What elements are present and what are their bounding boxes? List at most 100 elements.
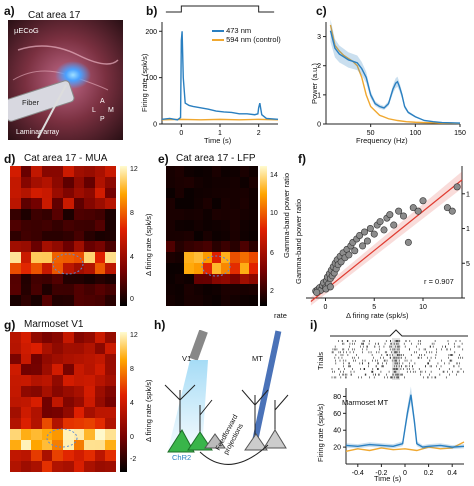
heat-e-cell (202, 273, 212, 285)
heat-e-cell (248, 209, 258, 220)
heat-d-cell (31, 284, 42, 296)
chart-f-xlabel: Δ firing rate (spk/s) (346, 311, 409, 320)
heat-e-cell (230, 252, 240, 263)
chart-i-ylabel: Firing rate (spk/s) (316, 403, 325, 462)
heat-g-cell (105, 364, 116, 376)
heat-e-cell (248, 284, 258, 296)
heat-d-cell (63, 176, 74, 188)
heat-e-cell (221, 252, 231, 263)
heat-e-cell (239, 284, 249, 296)
heat-e-cell (202, 252, 212, 263)
heat-e-cell (193, 262, 203, 274)
heat-e-cell (202, 219, 212, 231)
heat-g-cell (84, 375, 95, 386)
heat-g-cell (10, 418, 21, 429)
heat-e-cell (248, 295, 258, 306)
heat-d-cell (31, 230, 42, 242)
colorbar-g-ticks: 12 8 4 0 -2 (130, 332, 138, 463)
heat-g-cell (73, 375, 85, 386)
heat-d-cell (10, 273, 21, 285)
heat-e-cell (193, 241, 203, 253)
heatmap-d (10, 166, 116, 306)
heat-g-cell (41, 353, 53, 365)
heat-e-cell (175, 176, 185, 188)
h-mt-label: MT (252, 354, 263, 363)
chart-i-ytick-label: 20 (333, 445, 341, 452)
chart-c-series-1 (329, 24, 461, 125)
heat-e-cell (175, 295, 185, 306)
heat-d-cell (94, 262, 106, 274)
panel-d-title: Cat area 17 - MUA (24, 153, 108, 164)
chart-f-point (366, 225, 374, 233)
chart-f-point (363, 237, 371, 245)
heat-e-cell (211, 284, 222, 296)
chart-i-xtick-label: 0.4 (447, 470, 457, 477)
heat-d-cell (63, 187, 74, 199)
heat-e-cell (221, 241, 231, 253)
heat-e-cell (184, 252, 194, 263)
heat-g-cell (31, 332, 42, 343)
legend-b-item-orange: 594 nm (control) (212, 35, 281, 44)
heat-d-cell (52, 176, 63, 188)
heat-d-cell (94, 295, 106, 306)
heat-d-cell (20, 209, 32, 220)
heat-e-cell (193, 198, 203, 210)
heat-d-cell (31, 187, 42, 199)
chart-b-xtick-label: 1 (218, 130, 222, 137)
colorbar-e-ticks: 14 10 6 2 (270, 172, 278, 295)
panel-h-diagram (164, 330, 289, 465)
heat-g-cell (94, 450, 106, 462)
heat-g-cell (73, 407, 85, 419)
heat-e-cell (239, 295, 249, 306)
heat-e-cell (221, 284, 231, 296)
heat-e-cell (211, 241, 222, 253)
heat-g-cell (52, 332, 63, 343)
heat-e-cell (175, 187, 185, 199)
heat-e-cell (211, 252, 222, 263)
heat-g-cell (63, 439, 74, 451)
heat-d-cell (10, 166, 21, 177)
heat-d-cell (94, 252, 106, 263)
heat-e-cell (184, 176, 194, 188)
heat-g-cell (94, 396, 106, 408)
heat-e-cell (193, 295, 203, 306)
chart-f-point (361, 228, 369, 236)
heat-e-cell (184, 273, 194, 285)
heat-d-cell (41, 166, 53, 177)
heat-d-cell (52, 166, 63, 177)
chart-f-point (351, 247, 359, 255)
heat-g-cell (31, 428, 42, 440)
heat-e-cell (239, 209, 249, 220)
heat-d-cell (10, 230, 21, 242)
chart-c: 50 100 150 0 1 2 3 (317, 19, 466, 137)
heat-d-cell (52, 187, 63, 199)
heat-g-cell (94, 332, 106, 343)
heat-d-cell (31, 209, 42, 220)
heat-d-cell (52, 219, 63, 231)
heat-g-cell (20, 353, 32, 365)
chart-i-xlabel: Time (s) (374, 474, 402, 483)
heat-g-cell (63, 342, 74, 354)
heat-d-cell (52, 295, 63, 306)
heatmap-g-marker (46, 428, 78, 448)
heat-g-cell (20, 375, 32, 386)
heat-g-cell (94, 439, 106, 451)
heat-d-cell (52, 252, 63, 263)
compass-m: M (108, 107, 114, 114)
chart-b-stimulus-bar (165, 5, 275, 13)
heat-d-cell (63, 198, 74, 210)
heat-g-cell (41, 396, 53, 408)
heat-d-cell (31, 219, 42, 231)
heat-g-cell (105, 450, 116, 462)
heat-d-cell (84, 198, 95, 210)
heat-d-cell (41, 219, 53, 231)
heat-g-cell (73, 450, 85, 462)
heat-d-cell (20, 176, 32, 188)
heat-e-cell (230, 241, 240, 253)
colorbar-d (120, 166, 127, 306)
chart-f-ytick-label: 5 (466, 261, 470, 268)
heat-g-cell (84, 450, 95, 462)
heat-e-cell (221, 219, 231, 231)
chart-f-ytick-label: 10 (466, 226, 470, 233)
heat-e-cell (248, 252, 258, 263)
